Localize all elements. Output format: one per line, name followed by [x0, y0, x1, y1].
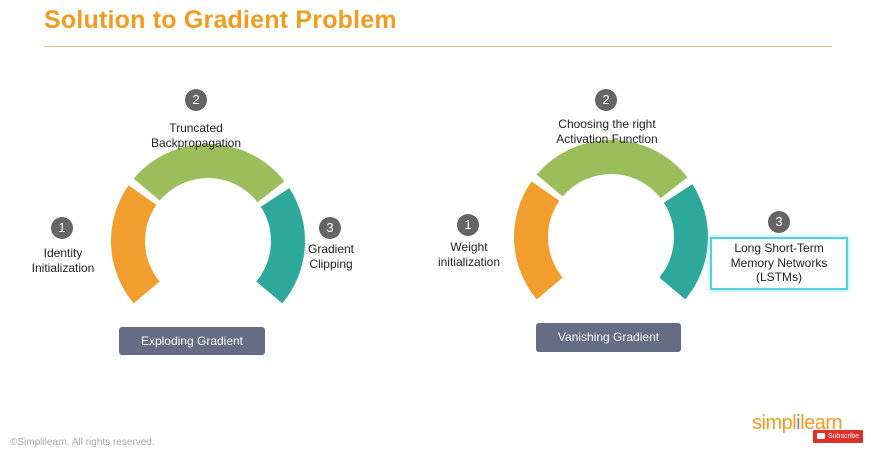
copyright-footer: ©Simplilearn. All rights reserved. — [10, 437, 155, 448]
right-step1-label: Weight initialization — [437, 240, 501, 269]
left-step2-badge: 2 — [185, 89, 207, 111]
subscribe-button[interactable]: Subscribe — [813, 430, 863, 443]
right-step2-badge: 2 — [595, 89, 617, 111]
right-arc-diagram — [514, 139, 708, 300]
right-caption-badge: Vanishing Gradient — [536, 323, 681, 352]
left-arc-segment-3 — [256, 188, 305, 304]
right-arc-segment-1 — [514, 181, 563, 300]
left-step1-label: Identity Initialization — [31, 246, 95, 275]
right-step3-label: Long Short-Term Memory Networks (LSTMs) — [710, 237, 848, 290]
simplilearn-logo: simplilearn — [752, 412, 843, 434]
left-step1-badge: 1 — [51, 217, 73, 239]
right-arc-segment-3 — [659, 184, 708, 300]
right-step1-badge: 1 — [457, 214, 479, 236]
page-title: Solution to Gradient Problem — [44, 6, 397, 34]
left-arc-segment-2 — [133, 144, 285, 203]
title-divider — [44, 46, 832, 47]
right-step3-badge: 3 — [768, 211, 790, 233]
left-caption-badge: Exploding Gradient — [119, 327, 265, 355]
left-step3-label: Gradient Clipping — [307, 242, 355, 271]
subscribe-label: Subscribe — [828, 433, 860, 440]
left-arc-diagram — [111, 144, 305, 304]
left-arc-segment-1 — [111, 185, 160, 304]
left-step2-label: Truncated Backpropagation — [150, 121, 242, 150]
right-step2-label: Choosing the right Activation Function — [556, 117, 658, 146]
right-arc-segment-2 — [536, 139, 688, 199]
left-step3-badge: 3 — [319, 217, 341, 239]
youtube-icon — [817, 433, 825, 439]
